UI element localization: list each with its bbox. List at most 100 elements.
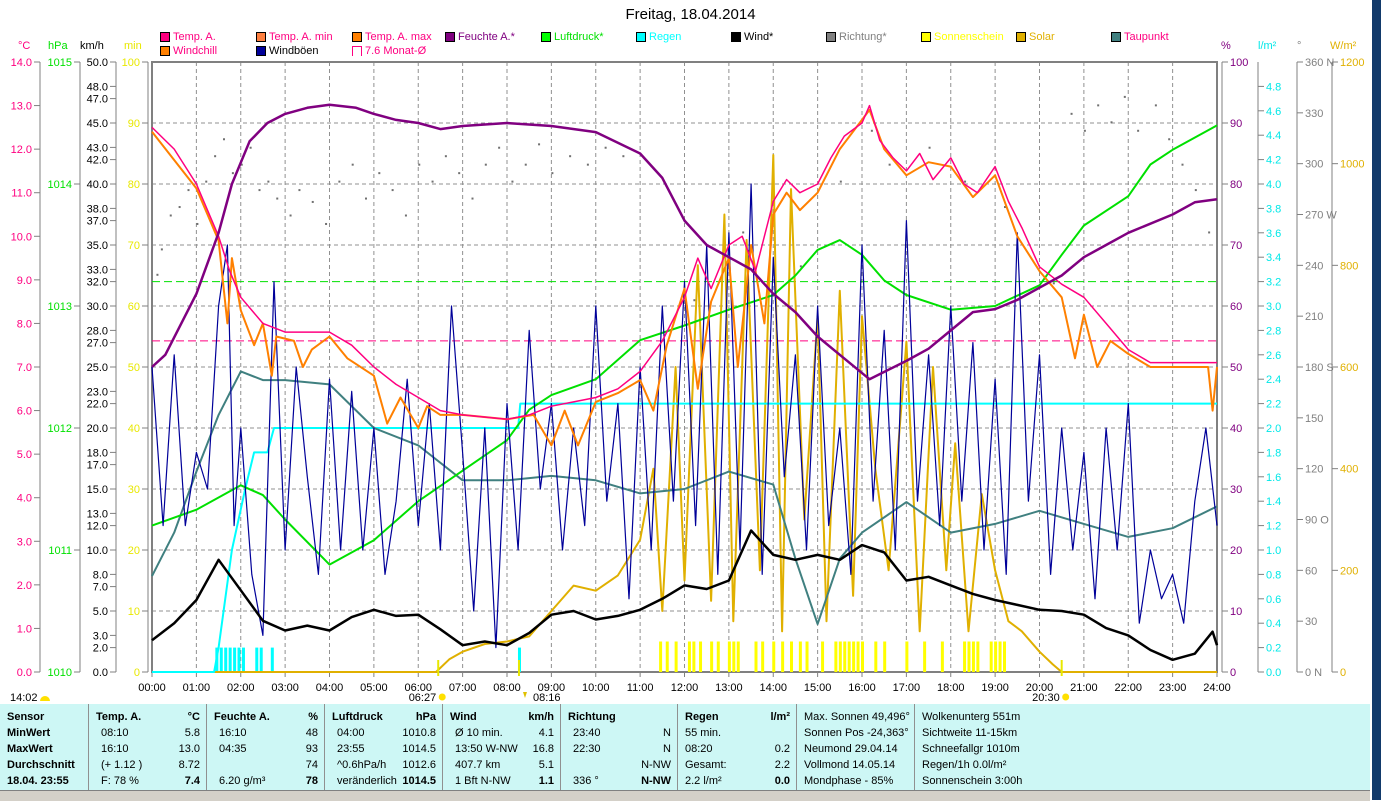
direction-dot: [742, 231, 745, 234]
legend-swatch-icon: [352, 46, 362, 56]
x-tick-label: 21:00: [1070, 682, 1098, 694]
stats-cell: 08:10: [101, 727, 129, 739]
direction-dot: [178, 206, 181, 209]
sun-icon: [438, 693, 446, 701]
legend-item: Taupunkt: [1111, 31, 1169, 43]
sunshine-bar: [710, 641, 714, 672]
desktop-edge: [1372, 0, 1381, 800]
axis-tick-label-deg: 360 N: [1305, 57, 1334, 69]
direction-dot: [156, 273, 159, 276]
direction-dot: [404, 214, 407, 217]
legend-label: Feuchte A.*: [458, 31, 515, 43]
legend-swatch-icon: [921, 32, 931, 42]
axis-tick-label-temp: 4.0: [17, 493, 32, 505]
direction-dot: [267, 180, 270, 183]
axis-tick-label-kmh: 38.0: [87, 203, 108, 215]
x-tick-label: 03:00: [271, 682, 299, 694]
legend-label: Solar: [1029, 31, 1055, 43]
stats-cell: Schneefallgr 1010m: [922, 743, 1020, 755]
axis-tick-label-rain: 1.0: [1266, 545, 1281, 557]
axis-tick-label-kmh: 35.0: [87, 240, 108, 252]
direction-dot: [484, 163, 487, 166]
stats-cell: 1014.5: [402, 743, 436, 755]
stats-cell: 1012.6: [402, 759, 436, 771]
sunshine-bar: [790, 641, 793, 672]
stats-cell: 1 Bft N-NW: [455, 775, 511, 787]
legend-item: Temp. A. max: [352, 31, 432, 43]
axis-tick-label-pct: 0: [1230, 667, 1236, 679]
axis-tick-label-hpa: 1014: [48, 179, 72, 191]
stats-cell: Temp. A.: [96, 711, 142, 723]
x-tick-label: 06:00: [404, 682, 432, 694]
axis-tick-label-min: 20: [128, 545, 140, 557]
axis-tick-label-kmh: 27.0: [87, 338, 108, 350]
stats-cell: 04:35: [219, 743, 247, 755]
stats-cell: 0.0: [774, 775, 790, 787]
axis-tick-label-deg: 270 W: [1305, 210, 1337, 222]
axis-tick-label-wm2: 200: [1340, 565, 1358, 577]
stats-cell: (+ 1.12 ): [101, 759, 143, 771]
direction-dot: [365, 197, 367, 200]
legend-swatch-icon: [636, 32, 646, 42]
axis-tick-label-temp: 0.0: [17, 667, 32, 679]
axis-tick-label-deg: 300: [1305, 159, 1323, 171]
axis-tick-label-rain: 4.6: [1266, 106, 1281, 118]
axis-tick-label-pct: 20: [1230, 545, 1242, 557]
stats-cell: 13:50 W-NW: [455, 743, 518, 755]
direction-dot: [187, 189, 190, 192]
axis-tick-label-deg: 240: [1305, 260, 1323, 272]
stats-cell: Wind: [450, 711, 477, 723]
axis-tick-label-deg: 330: [1305, 108, 1323, 120]
legend-label: Luftdruck*: [554, 31, 604, 43]
direction-dot: [569, 155, 572, 158]
series-line-wind: [151, 529, 1219, 662]
unit-label-kmh: km/h: [80, 40, 104, 52]
stats-cell: Richtung: [568, 711, 616, 723]
sunshine-bar: [994, 641, 998, 672]
axis-tick-label-kmh: 47.0: [87, 94, 108, 106]
x-tick-label: 07:00: [449, 682, 477, 694]
axis-tick-label-deg: 30: [1305, 616, 1317, 628]
direction-dot: [418, 163, 421, 166]
axis-tick-label-min: 70: [128, 240, 140, 252]
axis-tick-label-wm2: 1000: [1340, 159, 1364, 171]
legend-swatch-icon: [1111, 32, 1121, 42]
direction-dot: [338, 180, 341, 183]
axis-tick-label-kmh: 48.0: [87, 81, 108, 93]
axis-tick-label-rain: 0.0: [1266, 667, 1281, 679]
axis-tick-label-rain: 4.0: [1266, 179, 1281, 191]
axis-tick-label-kmh: 0.0: [93, 667, 108, 679]
direction-dot: [1070, 112, 1073, 115]
sunshine-bar: [963, 641, 967, 672]
legend-item: Luftdruck*: [541, 31, 604, 43]
direction-dot: [231, 172, 234, 175]
legend-item: Temp. A. min: [256, 31, 333, 43]
stats-cell: N-NW: [641, 759, 671, 771]
sun-arrow-icon: [522, 692, 527, 698]
series-line-feuchte-a-: [151, 103, 1218, 381]
sunshine-bar: [821, 641, 825, 672]
axis-tick-label-kmh: 2.0: [93, 643, 108, 655]
legend-label: Temp. A. min: [269, 31, 333, 43]
sunshine-bar: [834, 641, 838, 672]
series-line-taupunkt: [151, 370, 1218, 626]
axis-tick-label-temp: 13.0: [11, 101, 32, 113]
axis-tick-label-rain: 4.4: [1266, 130, 1281, 142]
legend-label: Temp. A. max: [365, 31, 432, 43]
axis-tick-label-rain: 1.4: [1266, 496, 1281, 508]
axis-tick-label-deg: 180 S: [1305, 362, 1334, 374]
stats-cell: 93: [305, 743, 318, 755]
axis-tick-label-kmh: 33.0: [87, 264, 108, 276]
sunshine-bar: [736, 641, 740, 672]
stats-cell: Regen/1h 0.0l/m²: [922, 759, 1007, 771]
stats-column: Regen l/m² 55 min. 08:20 0.2 Gesamt: 2.2 2.2 l/…: [677, 704, 796, 790]
stats-cell: 78: [305, 775, 318, 787]
sunshine-bar: [940, 641, 944, 672]
unit-label-rain: l/m²: [1258, 40, 1277, 52]
stats-cell: veränderlich: [337, 775, 397, 787]
x-tick-label: 19:00: [981, 682, 1009, 694]
axis-tick-label-rain: 3.4: [1266, 252, 1281, 264]
stats-cell: Max. Sonnen 49,496°: [804, 711, 910, 723]
stats-cell: 08:20: [685, 743, 713, 755]
direction-dot: [196, 222, 199, 225]
